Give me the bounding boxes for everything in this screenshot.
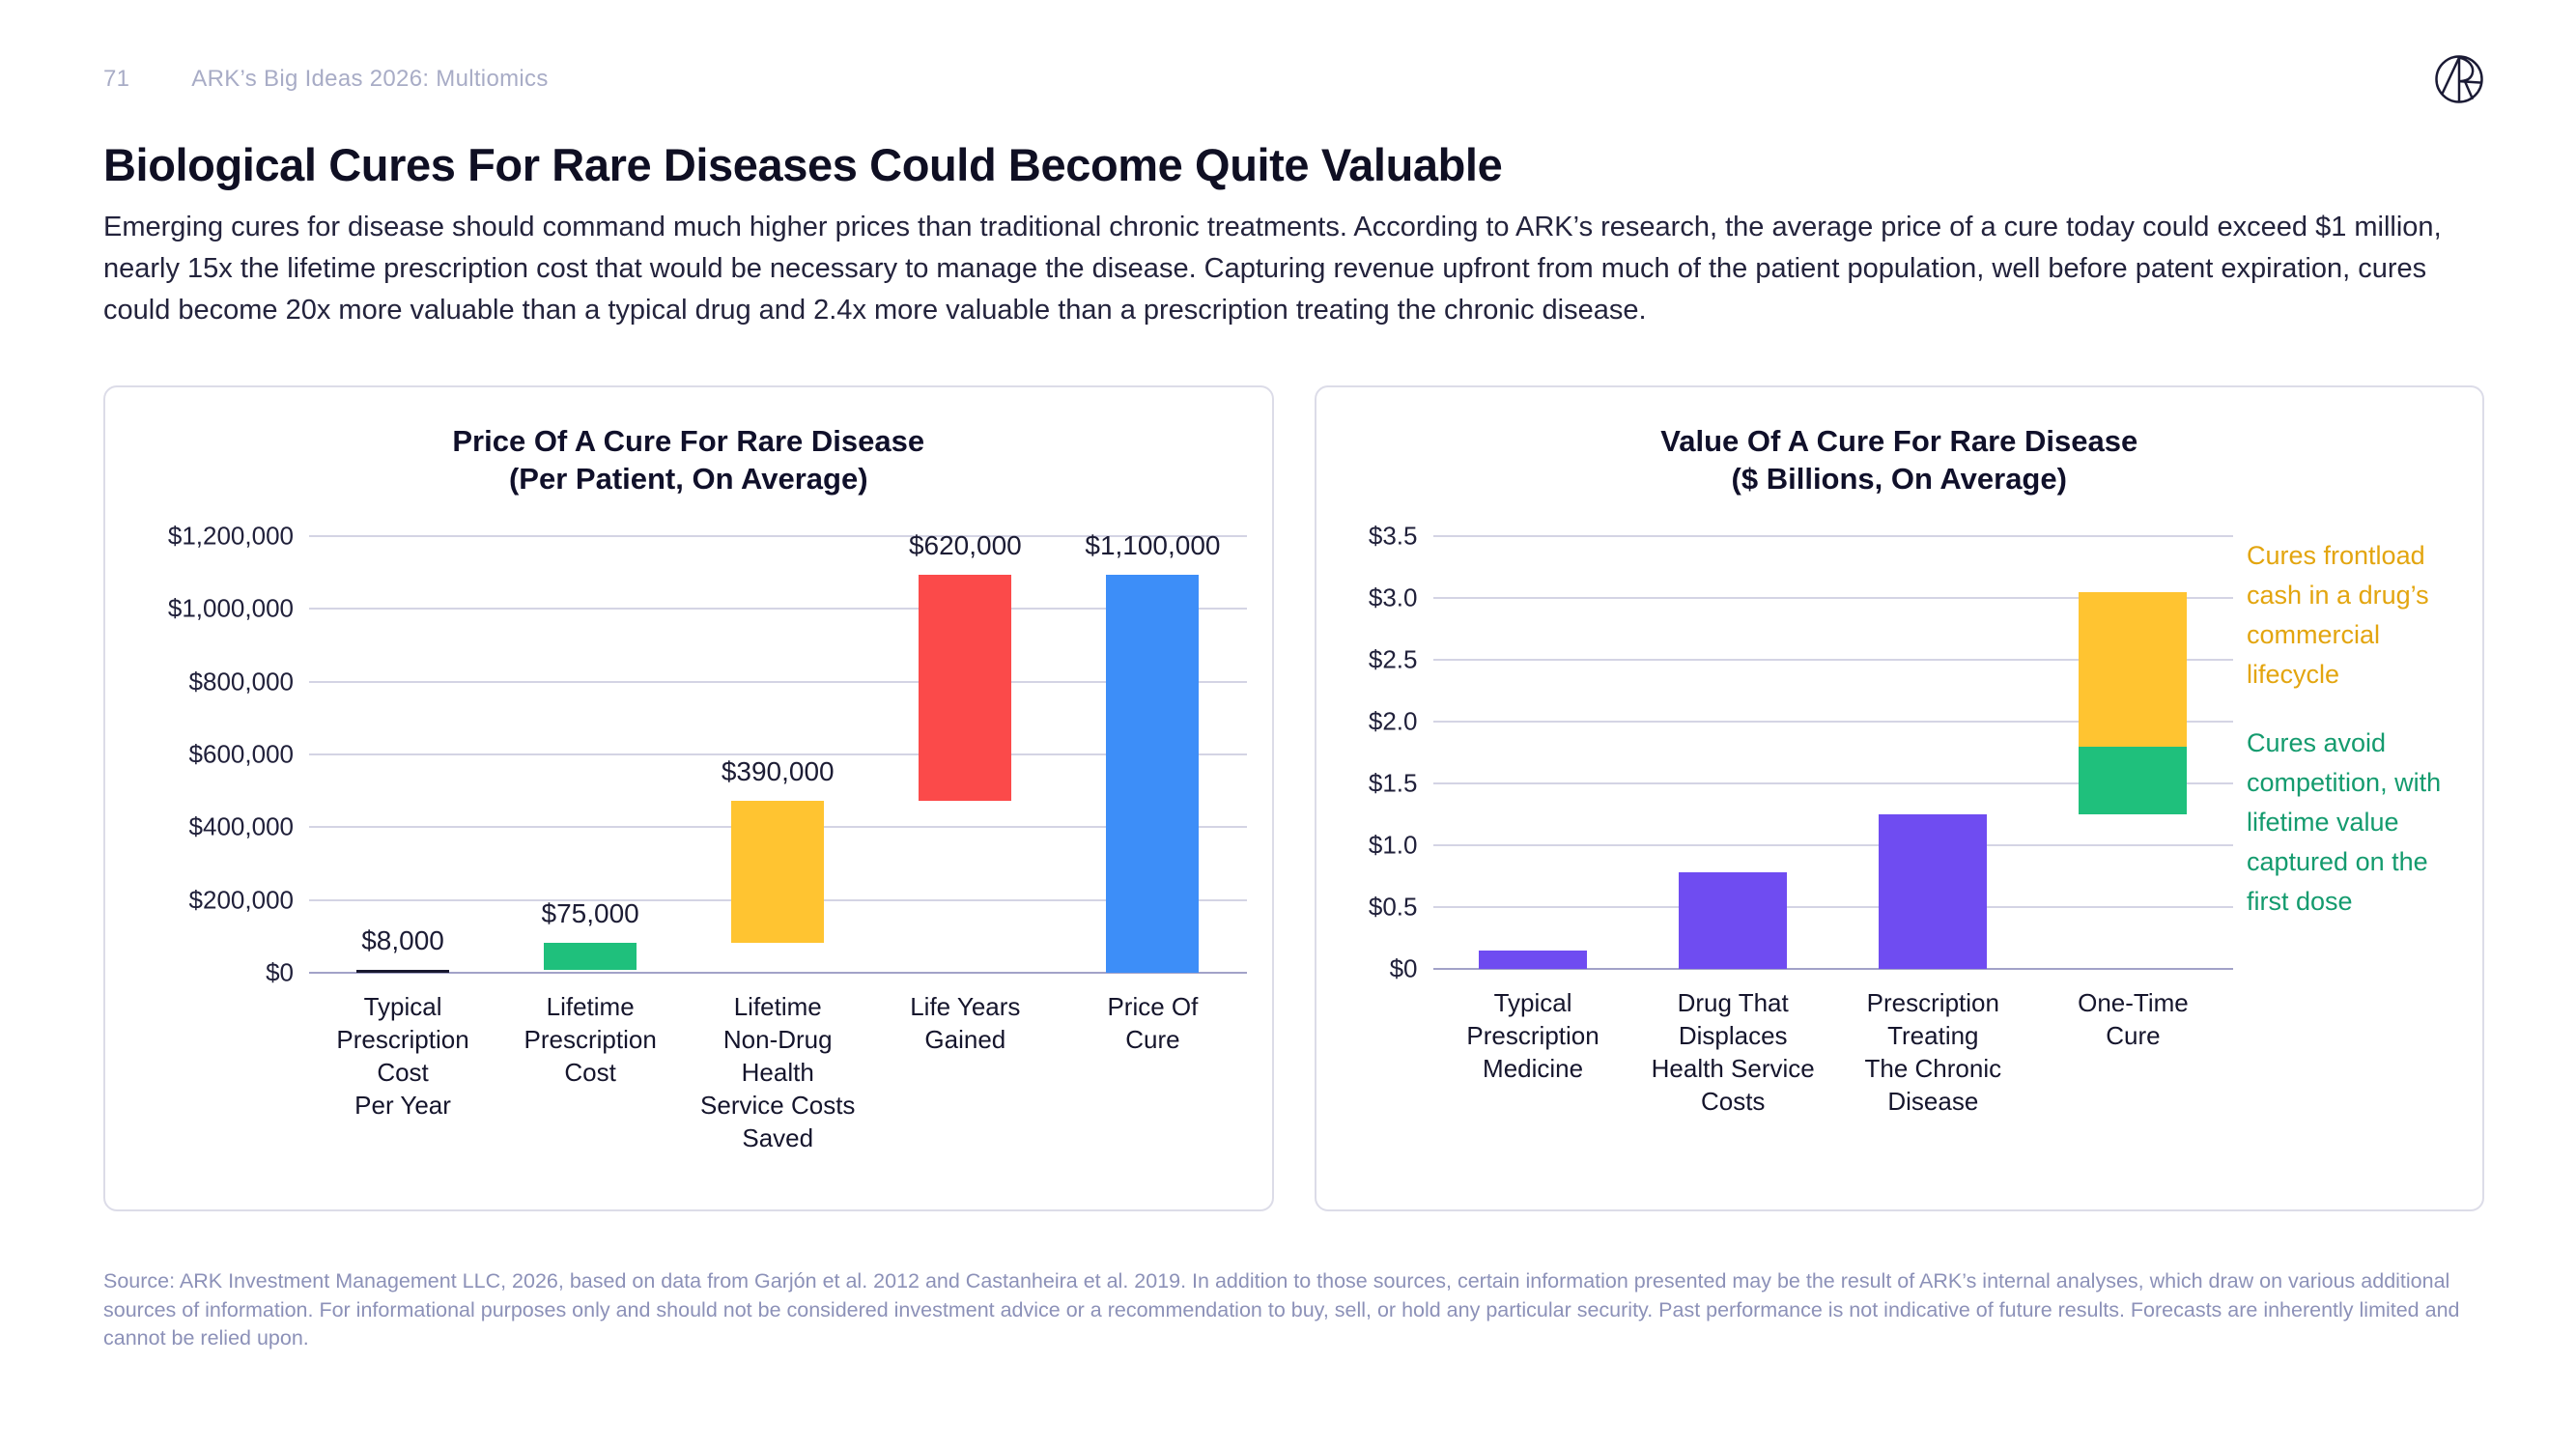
page-number: 71 xyxy=(103,66,130,92)
price-chart-x-labels: Typical Prescription Cost Per Year Lifetime P… xyxy=(309,990,1247,1154)
bar-segment xyxy=(1106,575,1200,973)
chart-annotation: Cures frontload cash in a drug’s commerc… xyxy=(2247,541,2429,689)
gridline xyxy=(309,680,1247,683)
y-axis-tick-label: $200,000 xyxy=(188,885,294,915)
bar-segment xyxy=(2079,591,2188,747)
value-chart-plot-area: Typical Prescription Medicine Drug That Disp… xyxy=(1432,535,2234,1118)
x-axis-category-label: Prescription Treating The Chronic Disease xyxy=(1864,988,2002,1116)
bar-segment xyxy=(2079,746,2188,814)
x-axis-category-label: Lifetime Prescription Cost xyxy=(524,992,657,1087)
gridline xyxy=(1432,906,2233,908)
ark-logo-icon xyxy=(2435,55,2483,103)
bar-slot xyxy=(1633,536,1833,969)
y-axis-tick-label: $1,000,000 xyxy=(167,593,294,623)
y-axis-tick-label: $0 xyxy=(1389,953,1418,983)
gridline xyxy=(1432,659,2233,661)
value-chart-plot xyxy=(1432,535,2233,970)
x-axis-category-label: Drug That Displaces Health Service Costs xyxy=(1651,988,1815,1116)
y-axis-tick-label: $600,000 xyxy=(188,739,294,769)
value-chart-title-line: Value Of A Cure For Rare Disease xyxy=(1660,424,2138,458)
gridline xyxy=(1432,721,2233,723)
x-axis-category-label: One-Time Cure xyxy=(2078,988,2189,1050)
gridline xyxy=(309,972,1247,974)
x-axis-category-label: Price Of Cure xyxy=(1107,992,1199,1054)
price-chart-plot: $8,000 $75,000 $390,000 $620,000 $1,100,000 xyxy=(309,530,1247,974)
y-axis-tick-label: $800,000 xyxy=(188,667,294,696)
y-axis-tick-label: $0.5 xyxy=(1368,892,1418,922)
y-axis-tick-label: $2.5 xyxy=(1368,644,1418,674)
y-axis-tick-label: $3.0 xyxy=(1368,582,1418,612)
bar-value-label: $8,000 xyxy=(361,925,444,955)
y-axis-tick-label: $2.0 xyxy=(1368,706,1418,736)
value-chart-subtitle: ($ Billions, On Average) xyxy=(1731,462,2067,496)
bar-value-label: $390,000 xyxy=(721,755,835,786)
value-chart-x-labels: Typical Prescription Medicine Drug That Disp… xyxy=(1433,986,2234,1118)
y-axis-tick-label: $1,200,000 xyxy=(167,521,294,551)
price-chart-title: Price Of A Cure For Rare Disease (Per Pa… xyxy=(130,422,1247,497)
y-axis-tick-label: $400,000 xyxy=(188,811,294,841)
x-axis-category-label: Life Years Gained xyxy=(910,992,1021,1054)
bar-slot xyxy=(1433,536,1633,969)
gridline xyxy=(1432,535,2233,537)
y-axis-tick-label: $0 xyxy=(266,957,294,987)
source-disclaimer: Source: ARK Investment Management LLC, 2… xyxy=(103,1269,2460,1350)
bar-slot: $8,000 xyxy=(309,536,496,973)
gridline xyxy=(1432,597,2233,599)
gridline xyxy=(309,535,1247,537)
bar-slot: $390,000 xyxy=(684,536,871,973)
bar-slot xyxy=(2033,536,2233,969)
value-chart-annotations: Cures frontload cash in a drug’s commerc… xyxy=(2247,536,2457,1118)
bar-segment xyxy=(544,942,637,970)
bar-slot: $75,000 xyxy=(496,536,684,973)
bar-slot xyxy=(1833,536,2033,969)
bar-value-label: $1,100,000 xyxy=(1085,530,1221,561)
gridline xyxy=(309,753,1247,755)
value-chart-title: Value Of A Cure For Rare Disease ($ Bill… xyxy=(1342,422,2458,497)
bar-segment xyxy=(1479,950,1588,969)
bar-segment xyxy=(356,970,450,973)
y-axis-tick-label: $3.5 xyxy=(1368,521,1418,551)
value-chart-y-axis: $0 $0.5 $1.0 $1.5 $2.0 $2.5 $3.0 $3.5 xyxy=(1342,522,1433,1118)
bar-slot: $1,100,000 xyxy=(1059,530,1246,973)
y-axis-tick-label: $1.0 xyxy=(1368,830,1418,860)
x-axis-category-label: Typical Prescription Cost Per Year xyxy=(336,992,469,1120)
page-title: Biological Cures For Rare Diseases Could… xyxy=(103,139,1503,190)
bar-segment xyxy=(1679,872,1788,969)
deck-title: ARK’s Big Ideas 2026: Multiomics xyxy=(191,66,549,92)
chart-annotation: Cures avoid competition, with lifetime v… xyxy=(2247,728,2442,916)
charts-row: Price Of A Cure For Rare Disease (Per Pa… xyxy=(103,385,2484,1211)
x-axis-category-label: Lifetime Non-Drug Health Service Costs Saved xyxy=(700,992,856,1152)
value-chart-panel: Value Of A Cure For Rare Disease ($ Bill… xyxy=(1314,385,2484,1211)
gridline xyxy=(1432,782,2233,784)
intro-paragraph: Emerging cures for disease should comman… xyxy=(103,212,2442,326)
price-chart: $0 $200,000 $400,000 $600,000 $800,000 $1,000… xyxy=(130,522,1247,1154)
bar-segment xyxy=(731,800,825,943)
bar-segment xyxy=(1879,814,1988,969)
gridline xyxy=(1432,844,2233,846)
value-chart: $0 $0.5 $1.0 $1.5 $2.0 $2.5 $3.0 $3.5 Typical Pr… xyxy=(1342,522,2458,1118)
bar-value-label: $75,000 xyxy=(541,897,639,928)
breadcrumb: 71 ARK’s Big Ideas 2026: Multiomics xyxy=(103,54,549,93)
x-axis-category-label: Typical Prescription Medicine xyxy=(1466,988,1599,1083)
price-chart-plot-area: $8,000 $75,000 $390,000 $620,000 $1,100,000 … xyxy=(309,530,1247,1154)
price-chart-title-line: Price Of A Cure For Rare Disease xyxy=(452,424,925,458)
top-bar: 71 ARK’s Big Ideas 2026: Multiomics xyxy=(103,54,2484,104)
price-chart-panel: Price Of A Cure For Rare Disease (Per Pa… xyxy=(103,385,1274,1211)
bar-segment xyxy=(919,575,1012,801)
price-chart-subtitle: (Per Patient, On Average) xyxy=(508,462,868,496)
gridline xyxy=(309,608,1247,611)
y-axis-tick-label: $1.5 xyxy=(1368,768,1418,798)
bar-slot: $620,000 xyxy=(871,530,1059,973)
gridline xyxy=(1432,968,2233,970)
bar-value-label: $620,000 xyxy=(908,530,1022,561)
price-chart-y-axis: $0 $200,000 $400,000 $600,000 $800,000 $1,000… xyxy=(130,522,309,1154)
